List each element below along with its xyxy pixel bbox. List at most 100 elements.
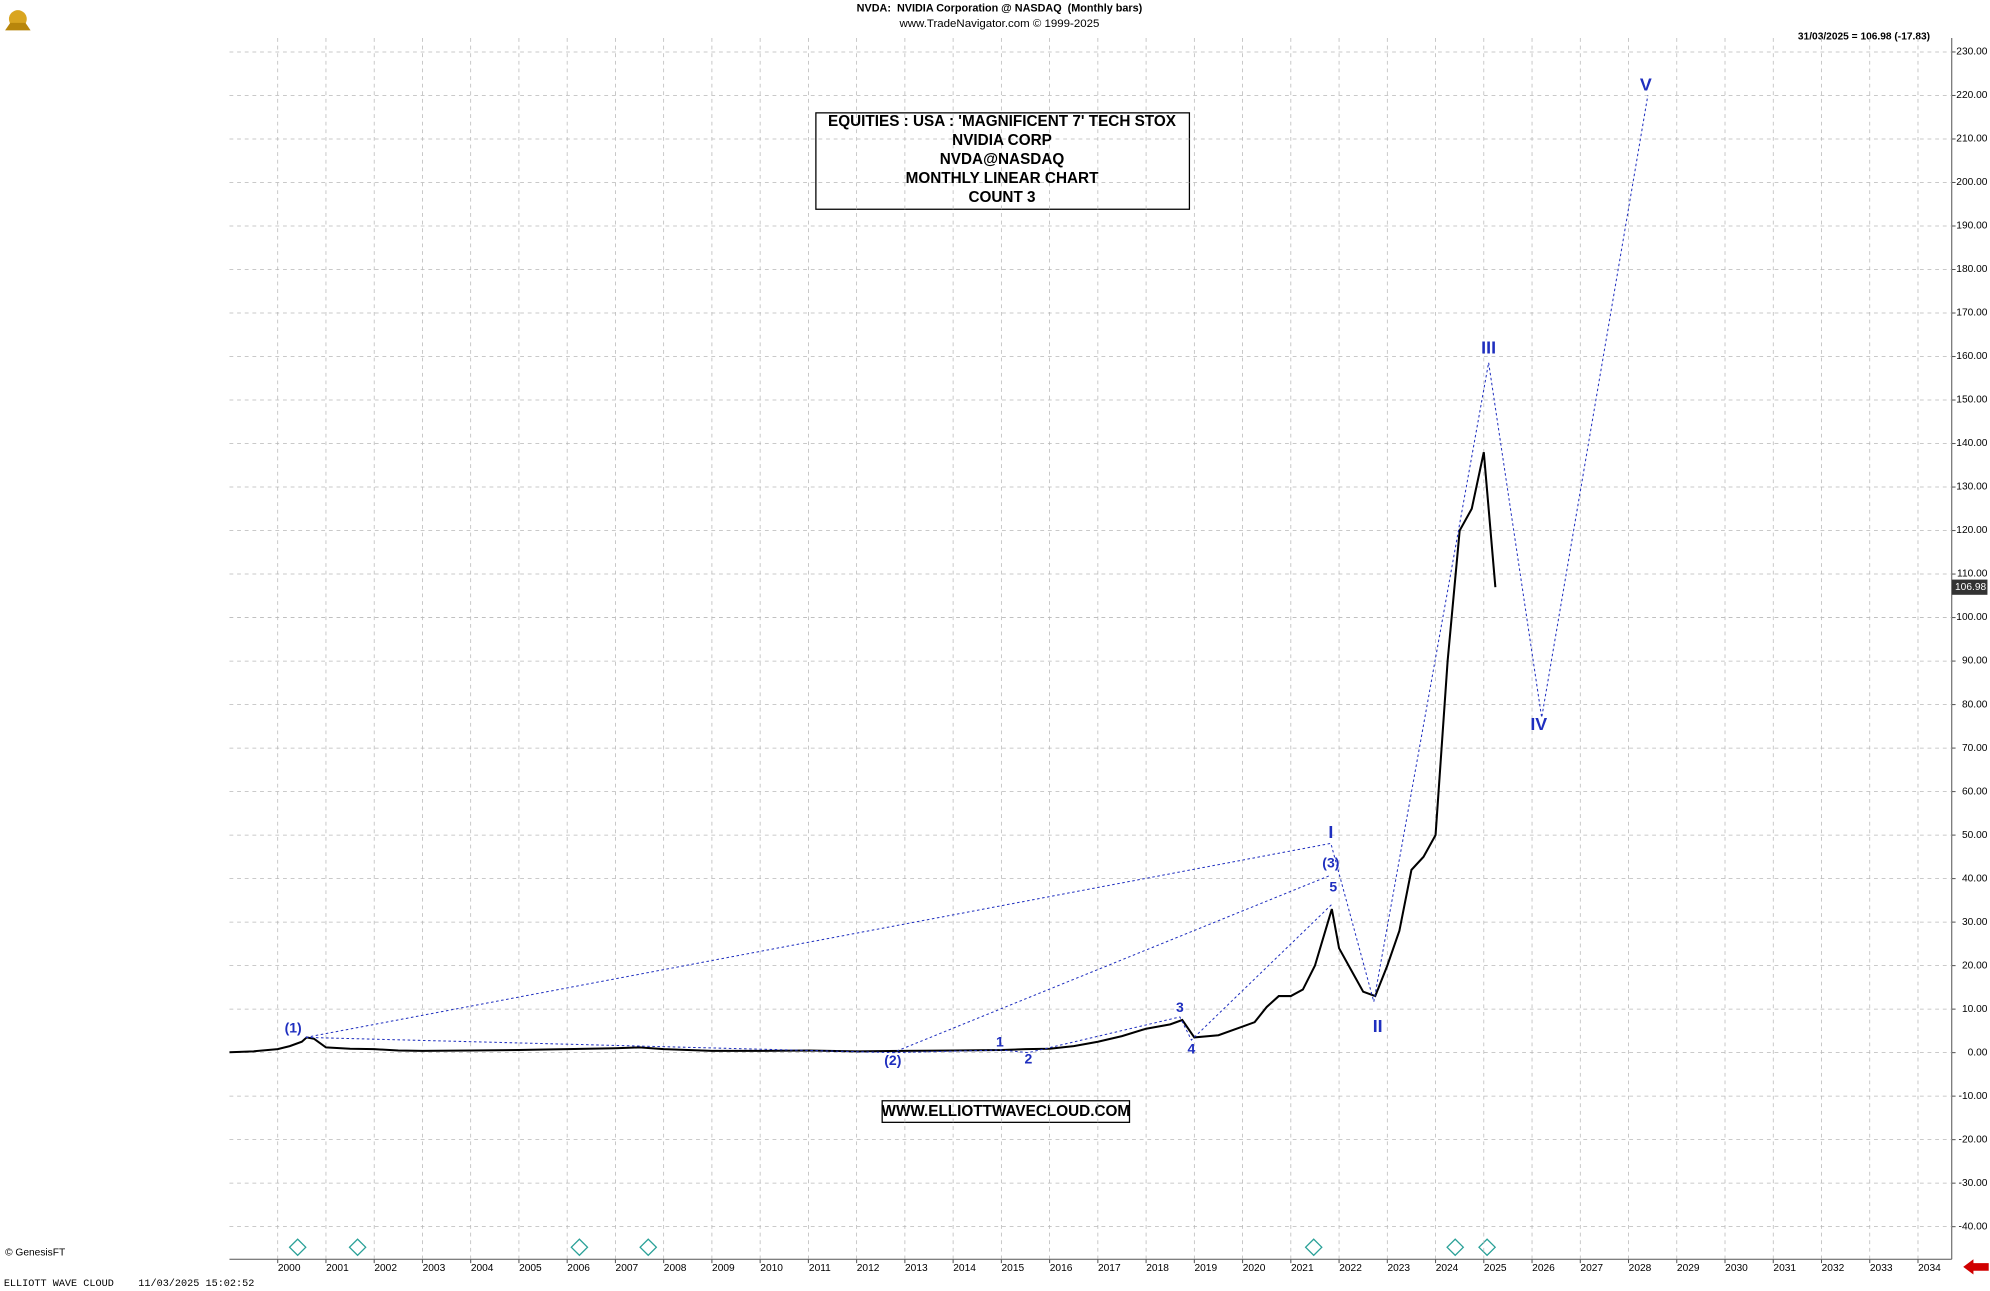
x-tick-label: 2028 <box>1629 1263 1652 1274</box>
y-tick-label: 0.00 <box>1968 1047 1988 1058</box>
x-tick-label: 2025 <box>1484 1263 1507 1274</box>
x-tick-label: 2005 <box>519 1263 542 1274</box>
wave-label: 4 <box>1188 1041 1196 1057</box>
x-tick-label: 2020 <box>1243 1263 1266 1274</box>
x-tick-label: 2032 <box>1822 1263 1845 1274</box>
x-tick-label: 2024 <box>1436 1263 1459 1274</box>
last-price-info: 31/03/2025 = 106.98 (-17.83) <box>1798 31 1930 42</box>
x-tick-label: 2012 <box>857 1263 880 1274</box>
y-tick-label: 30.00 <box>1962 917 1988 928</box>
y-tick-label: 220.00 <box>1956 90 1987 101</box>
wave-label: V <box>1640 75 1652 95</box>
y-tick-label: 160.00 <box>1956 351 1987 362</box>
y-tick-label: 210.00 <box>1956 134 1987 145</box>
y-tick-label: 230.00 <box>1956 47 1987 58</box>
x-tick-label: 2006 <box>567 1263 590 1274</box>
x-tick-label: 2014 <box>953 1263 976 1274</box>
y-tick-label: 50.00 <box>1962 830 1988 841</box>
x-tick-label: 2004 <box>471 1263 494 1274</box>
y-tick-label: -20.00 <box>1959 1134 1988 1145</box>
info-box-frame <box>815 112 1191 210</box>
chart-subtitle: www.TradeNavigator.com © 1999-2025 <box>899 18 1100 30</box>
wave-label: IV <box>1530 714 1547 734</box>
y-tick-label: -40.00 <box>1959 1221 1988 1232</box>
y-tick-label: 180.00 <box>1956 264 1987 275</box>
x-tick-label: 2013 <box>905 1263 928 1274</box>
x-tick-label: 2029 <box>1677 1263 1700 1274</box>
x-tick-label: 2003 <box>423 1263 446 1274</box>
x-tick-label: 2022 <box>1339 1263 1362 1274</box>
y-tick-label: 120.00 <box>1956 525 1987 536</box>
credit: © GenesisFT <box>5 1248 65 1259</box>
x-tick-label: 2000 <box>278 1263 301 1274</box>
scroll-arrow <box>1963 1259 1989 1275</box>
x-tick-label: 2007 <box>616 1263 639 1274</box>
y-tick-label: 10.00 <box>1962 1004 1988 1015</box>
x-tick-label: 2019 <box>1194 1263 1217 1274</box>
wave-label: 3 <box>1176 999 1184 1015</box>
price-line <box>229 452 1497 1054</box>
wave-label: 5 <box>1329 878 1337 894</box>
x-tick-label: 2026 <box>1532 1263 1555 1274</box>
x-tick-label: 2034 <box>1918 1263 1941 1274</box>
event-icons <box>288 1238 1497 1257</box>
y-tick-label: 60.00 <box>1962 786 1988 797</box>
grid <box>229 38 1952 1260</box>
logo <box>5 10 31 31</box>
x-tick-label: 2008 <box>664 1263 687 1274</box>
chart-title: NVDA: NVIDIA Corporation @ NASDAQ (Month… <box>857 3 1143 15</box>
x-tick-label: 2015 <box>1002 1263 1025 1274</box>
x-tick-label: 2017 <box>1098 1263 1121 1274</box>
x-tick-label: 2002 <box>374 1263 397 1274</box>
wave-label: 2 <box>1024 1051 1032 1067</box>
wave-label: (2) <box>884 1052 901 1068</box>
y-tick-label: 140.00 <box>1956 438 1987 449</box>
y-tick-label: 110.00 <box>1957 569 1988 580</box>
wave-label: (3) <box>1322 855 1339 871</box>
y-tick-label: 100.00 <box>1956 612 1987 623</box>
x-tick-label: 2011 <box>809 1263 831 1274</box>
y-tick-label: 40.00 <box>1962 873 1988 884</box>
last-price-label: 106.98 <box>1955 582 1986 593</box>
x-tick-label: 2031 <box>1773 1263 1796 1274</box>
info-box-line: NVIDIA CORP <box>952 132 1052 149</box>
wave-line <box>305 95 1649 1038</box>
x-tick-label: 2030 <box>1725 1263 1748 1274</box>
info-box-line: EQUITIES : USA : 'MAGNIFICENT 7' TECH ST… <box>828 113 1177 130</box>
footer: ELLIOTT WAVE CLOUD 11/03/2025 15:02:52 <box>4 1278 255 1290</box>
wave-label: III <box>1481 337 1496 357</box>
y-tick-label: 190.00 <box>1956 221 1987 232</box>
wave-label: 1 <box>996 1033 1004 1049</box>
y-tick-label: 170.00 <box>1956 308 1987 319</box>
x-tick-label: 2023 <box>1387 1263 1410 1274</box>
x-tick-label: 2001 <box>326 1263 349 1274</box>
info-box-line: MONTHLY LINEAR CHART <box>906 170 1100 187</box>
y-tick-label: 80.00 <box>1962 699 1988 710</box>
x-tick-label: 2033 <box>1870 1263 1893 1274</box>
y-tick-label: 20.00 <box>1962 960 1988 971</box>
x-tick-label: 2021 <box>1291 1263 1314 1274</box>
x-tick-label: 2016 <box>1050 1263 1073 1274</box>
x-tick-label: 2010 <box>760 1263 783 1274</box>
wave-label: (1) <box>285 1019 302 1035</box>
x-tick-label: 2009 <box>712 1263 735 1274</box>
y-tick-label: 70.00 <box>1962 743 1988 754</box>
x-tick-label: 2018 <box>1146 1263 1169 1274</box>
y-tick-label: 200.00 <box>1956 177 1987 188</box>
y-tick-label: -10.00 <box>1959 1091 1988 1102</box>
wave-label: II <box>1373 1016 1383 1036</box>
y-tick-label: 90.00 <box>1962 656 1988 667</box>
info-box-line: NVDA@NASDAQ <box>940 151 1065 168</box>
website-frame <box>881 1100 1131 1123</box>
y-tick-label: 130.00 <box>1956 482 1987 493</box>
info-box-line: COUNT 3 <box>968 189 1035 206</box>
wave-line <box>305 874 1332 1054</box>
y-tick-label: 150.00 <box>1956 395 1987 406</box>
info-box <box>815 112 1191 210</box>
x-tick-label: 2027 <box>1580 1263 1603 1274</box>
last-price-box <box>1951 579 1988 595</box>
wave-label: I <box>1328 822 1333 842</box>
